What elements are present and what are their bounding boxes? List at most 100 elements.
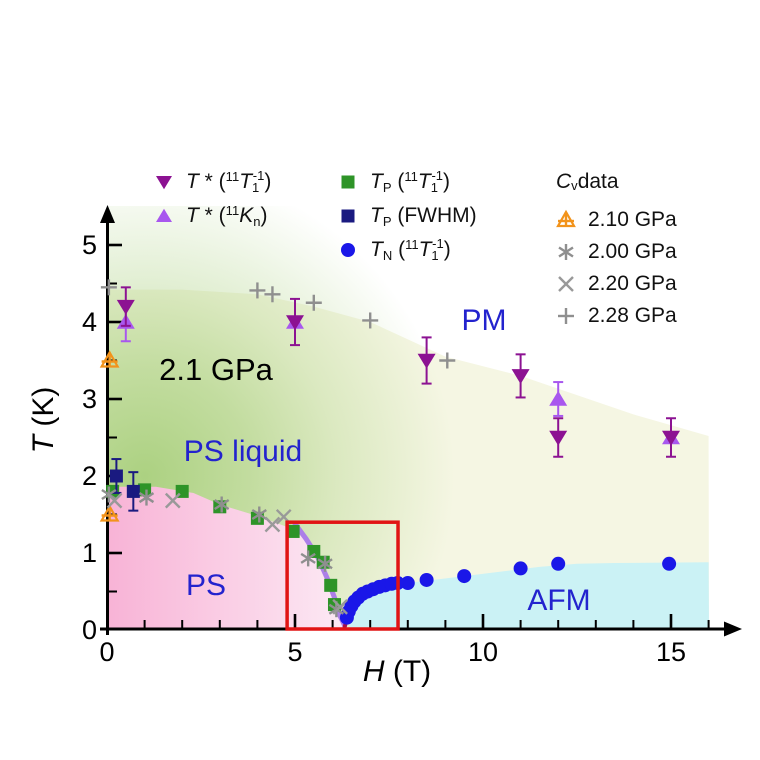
x-axis-arrow xyxy=(724,621,742,637)
y-tick-label: 4 xyxy=(82,307,97,337)
afm-region xyxy=(349,562,709,629)
y-axis-title: T (K) xyxy=(27,386,60,454)
legend-marker xyxy=(558,276,574,292)
x-tick-label: 0 xyxy=(99,637,114,667)
ps-region xyxy=(108,486,344,629)
asterisk-stroke xyxy=(214,498,230,510)
region-layer xyxy=(108,206,709,629)
open-triangle-plus-icon xyxy=(556,209,576,228)
legend-label: T * (11T1-1) xyxy=(186,167,272,195)
square-marker xyxy=(341,209,355,223)
circle-marker xyxy=(551,556,566,571)
triangle-down-marker xyxy=(662,430,680,446)
x-stroke xyxy=(332,599,348,615)
legend-item-cv-228: 2.28 GPa xyxy=(552,302,677,330)
legend-label: T * (11Kn) xyxy=(186,202,268,229)
triangle-down-icon xyxy=(156,176,172,190)
legend-item-tp-t1: TP (11T1-1) xyxy=(334,168,450,196)
triangle-up-icon xyxy=(156,208,172,222)
series-tn-11t1-1- xyxy=(339,556,677,625)
phase-label-afm: AFM xyxy=(527,584,591,617)
legend-item-tstar-t1: T * (11T1-1) xyxy=(150,168,271,196)
ticks xyxy=(109,243,710,628)
x-marker-icon xyxy=(558,276,574,292)
legend-marker xyxy=(156,176,172,190)
y-tick-label: 0 xyxy=(82,615,97,645)
legend-marker xyxy=(556,209,576,228)
series-cv-2-20-gpa xyxy=(106,492,348,615)
legend-label: 2.00 GPa xyxy=(588,240,677,263)
x-tick-label: 10 xyxy=(468,637,498,667)
circle-marker xyxy=(662,556,677,571)
green-square-icon xyxy=(341,175,355,189)
x-stroke xyxy=(275,508,292,525)
asterisk-stroke xyxy=(251,508,267,521)
asterisk-icon xyxy=(558,244,574,260)
pressure-annotation: 2.1 GPa xyxy=(159,352,273,387)
y-axis-arrow xyxy=(100,205,115,223)
x-tick-label: 5 xyxy=(287,637,302,667)
legend-item-cv-200: 2.00 GPa xyxy=(552,238,677,266)
triangle-down-marker xyxy=(286,315,304,331)
phase-label-ps: PS xyxy=(185,569,227,602)
asterisk-stroke xyxy=(138,492,155,504)
legend-marker xyxy=(156,208,172,222)
x-axis-title: H (T) xyxy=(362,655,432,688)
legend-item-tn: TN (11T1-1) xyxy=(334,236,451,264)
square-marker xyxy=(324,578,338,592)
circle-marker xyxy=(400,576,415,591)
legend-marker xyxy=(558,308,574,324)
x-stroke xyxy=(558,276,574,292)
square-marker xyxy=(341,175,355,189)
legend-marker xyxy=(558,244,574,260)
square-marker xyxy=(126,484,140,498)
y-tick-label: 2 xyxy=(82,461,97,491)
navy-square-icon xyxy=(341,209,355,223)
legend-label: 2.20 GPa xyxy=(588,272,677,295)
square-marker xyxy=(109,469,123,483)
x-stroke xyxy=(106,492,123,509)
square-marker xyxy=(286,524,300,538)
y-tick-label: 3 xyxy=(82,384,97,414)
legend-marker xyxy=(341,209,355,223)
y-tick-label: 1 xyxy=(82,538,97,568)
legend-marker xyxy=(341,175,355,189)
series-cv-2-10-gpa xyxy=(99,350,120,522)
triangle-down-marker xyxy=(156,176,172,190)
legend-marker xyxy=(341,243,355,257)
legend-item-tp-fwhm: TP (FWHM) xyxy=(334,202,477,230)
legend-label: 2.28 GPa xyxy=(588,304,677,327)
legend-label: TP (11T1-1) xyxy=(370,167,451,195)
blue-circle-icon xyxy=(341,243,355,257)
x-stroke xyxy=(164,492,181,509)
asterisk-stroke xyxy=(317,558,333,570)
triangle-down-marker xyxy=(549,430,568,446)
circle-marker xyxy=(513,561,528,576)
circle-marker xyxy=(457,569,472,584)
x-tick-label: 15 xyxy=(656,637,686,667)
highlight-box xyxy=(285,520,400,631)
triangle-down-marker xyxy=(417,353,436,369)
plus-marker-icon xyxy=(558,308,574,324)
circle-marker xyxy=(341,243,355,257)
series-tp-fwhm- xyxy=(109,458,140,512)
circle-marker xyxy=(419,572,434,587)
axes xyxy=(100,221,724,635)
legend-item-cv-220: 2.20 GPa xyxy=(552,270,677,298)
asterisk-stroke xyxy=(558,246,574,258)
asterisk-stroke xyxy=(300,552,316,564)
legend-label: 2.10 GPa xyxy=(588,208,677,231)
y-tick-label: 5 xyxy=(82,230,97,260)
tick-labels: 0 5 10 15 0 1 2 3 4 5 xyxy=(82,230,686,667)
series-cv-2-28-gpa xyxy=(100,279,456,369)
legend-label: TP (FWHM) xyxy=(370,204,477,229)
legend-label: TN (11T1-1) xyxy=(370,235,451,263)
legend-item-tstar-kn: T * (11Kn) xyxy=(150,202,267,230)
x-stroke xyxy=(264,516,281,533)
triangle-down-marker xyxy=(116,299,135,315)
phase-label-ps-liquid: PS liquid xyxy=(183,435,303,468)
square-marker xyxy=(307,544,321,558)
